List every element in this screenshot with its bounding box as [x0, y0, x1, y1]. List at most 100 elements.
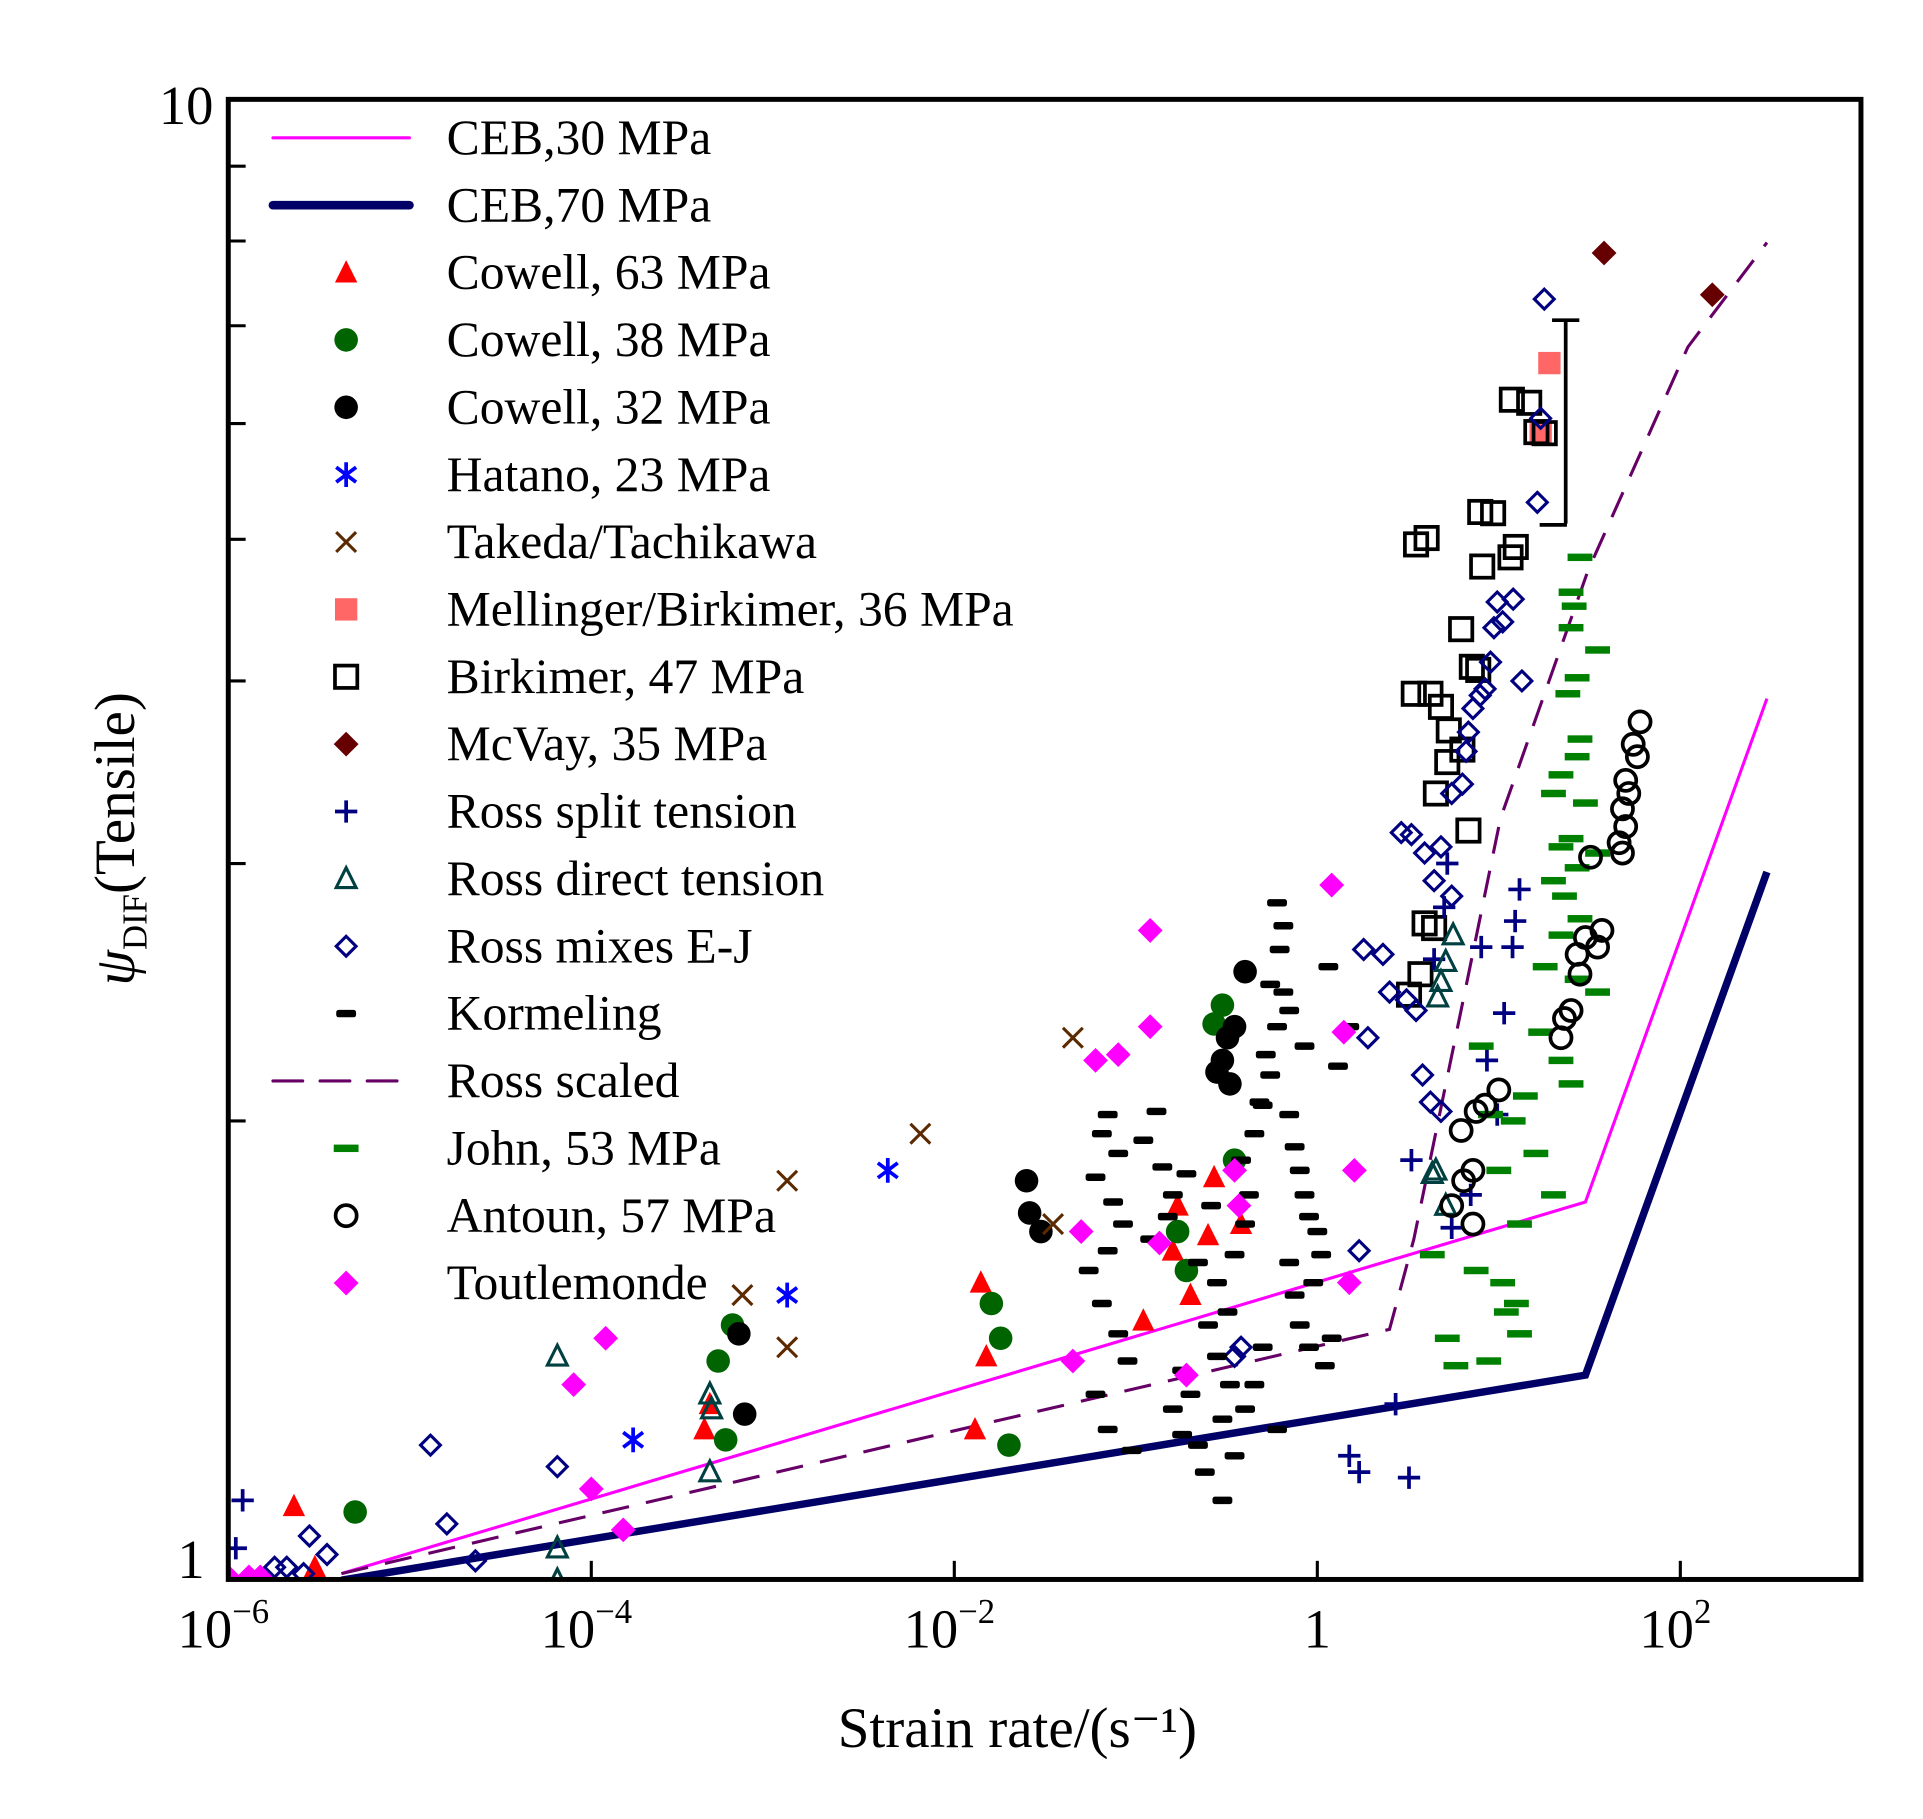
- data-point-john-53-mpa: [1558, 623, 1584, 632]
- data-point-kormeling: [1239, 1191, 1259, 1199]
- data-point-cowell-32-mpa: [727, 1322, 751, 1346]
- legend-item-cowell-63-mpa: Cowell, 63 MPa: [334, 245, 771, 300]
- data-point-antoun-57-mpa: [1463, 1099, 1489, 1124]
- data-point-kormeling: [1113, 1220, 1133, 1228]
- data-point-ross-mixes-e-j: [1355, 1025, 1381, 1050]
- data-point-ross-mixes-e-j: [545, 1454, 570, 1479]
- data-point-ross-mixes-e-j: [1428, 834, 1454, 859]
- data-point-antoun-57-mpa: [1439, 1193, 1465, 1219]
- data-point-antoun-57-mpa: [1448, 1118, 1474, 1143]
- data-point-birkimer-47-mpa: [1434, 749, 1461, 776]
- data-point-john-53-mpa: [1585, 849, 1610, 857]
- series-line-ross-scaled: [341, 241, 1769, 1576]
- data-point-hatano-23-mpa: [622, 1427, 645, 1453]
- markers-layer: [228, 240, 1725, 1580]
- y-axis-title: ψDIF(Tensile): [84, 692, 154, 985]
- data-point-ross-mixes-e-j: [1532, 286, 1557, 312]
- legend-item-toutlemonde: Toutlemonde: [333, 1255, 708, 1310]
- data-point-antoun-57-mpa: [1613, 814, 1639, 839]
- data-point-cowell-38-mpa: [713, 1428, 738, 1452]
- data-point-antoun-57-mpa: [1564, 941, 1590, 967]
- data-point-ross-mixes-e-j: [1428, 1099, 1454, 1124]
- data-point-kormeling: [1284, 1291, 1305, 1299]
- data-point-ross-mixes-e-j: [1481, 615, 1507, 640]
- data-point-toutlemonde: [1319, 872, 1345, 898]
- data-point-kormeling: [1097, 1247, 1118, 1255]
- data-point-john-53-mpa: [1564, 975, 1590, 983]
- legend: CEB,30 MPa CEB,70 MPa Cowell, 63 MPa Cowell…: [268, 110, 1014, 1310]
- data-point-ross-direct-tension: [1428, 967, 1454, 993]
- data-point-kormeling: [1212, 1415, 1233, 1423]
- data-point-kormeling: [1294, 1042, 1315, 1050]
- data-point-ross-mixes-e-j: [1399, 822, 1424, 847]
- data-point-cowell-63-mpa: [693, 1417, 716, 1440]
- data-point-cowell-38-mpa: [997, 1433, 1021, 1457]
- data-point-john-53-mpa: [1463, 1266, 1489, 1275]
- x-tick-label: 10−6: [178, 1592, 270, 1660]
- data-point-john-53-mpa: [1541, 876, 1566, 885]
- data-point-ross-direct-tension: [544, 1341, 570, 1367]
- series-hatano-23-mpa: [622, 1157, 899, 1453]
- data-point-cowell-38-mpa: [343, 1500, 367, 1524]
- data-point-ross-mixes-e-j: [1525, 490, 1550, 515]
- legend-label: Cowell, 63 MPa: [447, 245, 771, 300]
- y-axis-suffix: (Tensile): [84, 692, 147, 894]
- data-point-takeda-tachikawa: [776, 1336, 799, 1359]
- data-point-ross-split-tension: [1503, 909, 1527, 933]
- data-point-birkimer-47-mpa: [1502, 533, 1529, 560]
- x-tick-label: 10−2: [904, 1592, 996, 1660]
- data-point-kormeling: [1097, 1110, 1118, 1119]
- legend-item-takeda-tachikawa: Takeda/Tachikawa: [335, 514, 817, 569]
- data-point-ross-mixes-e-j: [1222, 1344, 1247, 1369]
- data-point-kormeling: [1176, 1170, 1197, 1178]
- data-point-john-53-mpa: [1486, 1166, 1512, 1175]
- data-point-ross-split-tension: [1440, 1216, 1463, 1239]
- legend-marker-swatch: [333, 864, 359, 890]
- data-point-kormeling: [1201, 1201, 1222, 1210]
- legend-item-john-53-mpa: John, 53 MPa: [333, 1120, 721, 1175]
- data-point-kormeling: [1269, 945, 1290, 954]
- y-tick-label-1: 1: [177, 1529, 204, 1590]
- legend-item-mellinger-birkimer-36-mpa: Mellinger/Birkimer, 36 MPa: [334, 582, 1014, 637]
- data-point-kormeling: [1289, 1321, 1310, 1329]
- legend-label: Ross split tension: [447, 784, 797, 839]
- data-point-kormeling: [1321, 1334, 1342, 1342]
- plot-frame: [225, 96, 1864, 1582]
- data-point-ross-mixes-e-j: [1439, 883, 1464, 909]
- data-point-kormeling: [1307, 1227, 1328, 1236]
- series-line-ceb-30-mpa: [340, 698, 1769, 1576]
- data-point-toutlemonde: [1226, 1193, 1252, 1219]
- data-point-kormeling: [1108, 1330, 1129, 1338]
- data-point-toutlemonde: [561, 1372, 587, 1398]
- data-point-toutlemonde: [1341, 1157, 1367, 1183]
- data-point-hatano-23-mpa: [776, 1282, 799, 1308]
- data-point-kormeling: [1224, 1452, 1245, 1460]
- data-point-kormeling: [1172, 1430, 1193, 1439]
- data-point-antoun-57-mpa: [1578, 844, 1603, 870]
- data-point-kormeling: [1255, 1050, 1276, 1059]
- data-point-kormeling: [1198, 1321, 1218, 1329]
- data-point-ross-mixes-e-j: [1377, 979, 1402, 1005]
- data-point-john-53-mpa: [1548, 1056, 1574, 1065]
- data-point-ross-split-tension: [1347, 1460, 1371, 1484]
- data-point-kormeling: [1260, 1071, 1281, 1079]
- data-point-kormeling: [1252, 1343, 1273, 1351]
- data-point-birkimer-47-mpa: [1455, 817, 1482, 844]
- data-point-antoun-57-mpa: [1486, 1077, 1512, 1103]
- data-point-john-53-mpa: [1532, 962, 1558, 971]
- data-point-kormeling: [1244, 1380, 1265, 1389]
- legend-marker-swatch: [334, 598, 358, 621]
- legend-label: Birkimer, 47 MPa: [447, 649, 805, 704]
- data-point-toutlemonde: [1173, 1362, 1199, 1388]
- data-point-ross-mixes-e-j: [463, 1548, 488, 1573]
- data-point-kormeling: [1267, 899, 1287, 907]
- data-point-john-53-mpa: [1504, 1299, 1529, 1308]
- data-point-ross-mixes-e-j: [1403, 998, 1429, 1023]
- data-point-kormeling: [1217, 1308, 1238, 1316]
- data-point-ross-mixes-e-j: [1456, 720, 1481, 745]
- svg-text:ψDIF(Tensile): ψDIF(Tensile): [84, 692, 154, 985]
- data-point-kormeling: [1188, 1258, 1208, 1267]
- data-point-kormeling: [1235, 1220, 1256, 1228]
- data-point-kormeling: [1117, 1357, 1138, 1365]
- data-point-cowell-63-mpa: [282, 1493, 306, 1517]
